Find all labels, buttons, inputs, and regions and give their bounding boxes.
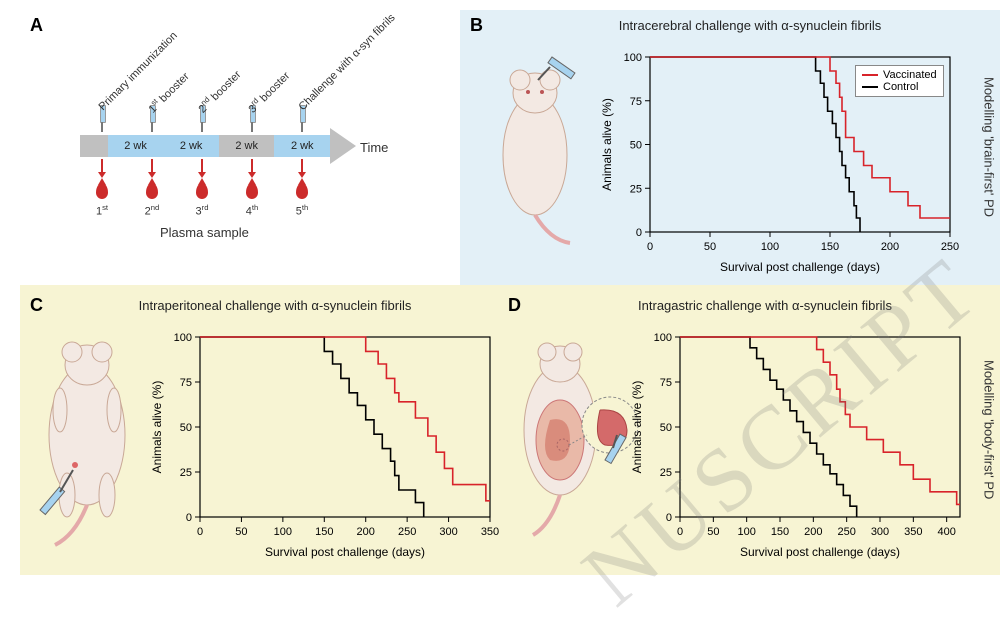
svg-text:Survival post challenge (days): Survival post challenge (days) — [720, 260, 880, 274]
svg-text:0: 0 — [677, 526, 683, 538]
svg-text:50: 50 — [707, 526, 719, 538]
legend-vacc: Vaccinated — [883, 69, 937, 81]
seg-3: 2 wk — [219, 135, 275, 157]
svg-text:Survival post challenge (days): Survival post challenge (days) — [265, 545, 425, 559]
timeline-arrow: 2 wk 2 wk 2 wk 2 wk — [80, 135, 330, 157]
svg-text:Survival post challenge (days): Survival post challenge (days) — [740, 545, 900, 559]
svg-text:25: 25 — [180, 467, 192, 479]
svg-text:75: 75 — [660, 377, 672, 389]
chart-D: 0 50 100 150 200 250 300 350 400 0 25 50 75 100 Surviv… — [625, 317, 975, 562]
drop-label: 4th — [240, 203, 264, 218]
svg-text:0: 0 — [636, 227, 642, 239]
panel-C: Intraperitoneal challenge with α-synucle… — [25, 295, 505, 570]
svg-text:350: 350 — [481, 526, 499, 538]
panel-D: Intragastric challenge with α-synuclein … — [505, 295, 975, 570]
mouse-intracerebral — [480, 45, 590, 245]
svg-text:50: 50 — [235, 526, 247, 538]
svg-text:75: 75 — [180, 377, 192, 389]
svg-text:Animals alive (%): Animals alive (%) — [150, 381, 164, 474]
svg-text:50: 50 — [704, 241, 716, 253]
top-label: 2nd booster — [195, 67, 244, 116]
panel-B: Intracerebral challenge with α-synuclein… — [460, 15, 970, 280]
svg-text:100: 100 — [761, 241, 779, 253]
svg-text:150: 150 — [315, 526, 333, 538]
svg-text:150: 150 — [771, 526, 789, 538]
side-label-brain: Modelling 'brain-first' PD — [982, 77, 997, 217]
svg-text:50: 50 — [660, 422, 672, 434]
svg-text:100: 100 — [624, 52, 642, 64]
svg-text:25: 25 — [660, 467, 672, 479]
svg-text:250: 250 — [837, 526, 855, 538]
mouse-intraperitoneal — [25, 330, 150, 550]
svg-text:0: 0 — [186, 512, 192, 524]
blood-drop-icon — [296, 183, 308, 199]
svg-text:50: 50 — [630, 140, 642, 152]
side-bar-brain-first: Modelling 'brain-first' PD — [978, 10, 1000, 285]
arrow-head — [330, 128, 356, 164]
svg-text:Animals alive (%): Animals alive (%) — [600, 98, 614, 191]
seg-4: 2 wk — [274, 135, 330, 157]
seg-2: 2 wk — [163, 135, 219, 157]
svg-text:250: 250 — [398, 526, 416, 538]
drop-label: 2nd — [140, 203, 164, 218]
seg-0 — [80, 135, 108, 157]
svg-text:25: 25 — [630, 183, 642, 195]
mouse-icon — [25, 330, 150, 550]
time-label: Time — [360, 140, 388, 155]
top-label: 1st booster — [145, 69, 192, 116]
down-arrow-icon — [101, 159, 103, 173]
drop-label: 5th — [290, 203, 314, 218]
svg-text:400: 400 — [937, 526, 955, 538]
down-arrow-icon — [251, 159, 253, 173]
side-bar-body-first: Modelling 'body-first' PD — [978, 285, 1000, 575]
svg-text:100: 100 — [654, 332, 672, 344]
svg-text:100: 100 — [737, 526, 755, 538]
svg-text:Animals alive (%): Animals alive (%) — [630, 381, 644, 474]
mouse-icon — [480, 45, 590, 245]
svg-text:200: 200 — [357, 526, 375, 538]
svg-text:75: 75 — [630, 96, 642, 108]
top-label: 3rd booster — [245, 68, 293, 116]
panel-D-title: Intragastric challenge with α-synuclein … — [575, 298, 955, 313]
blood-drop-icon — [196, 183, 208, 199]
figure: Modelling 'brain-first' PD Modelling 'bo… — [0, 0, 1000, 597]
svg-text:200: 200 — [804, 526, 822, 538]
svg-text:300: 300 — [871, 526, 889, 538]
panel-A: 2 wk 2 wk 2 wk 2 wk Time Primary immuniz… — [40, 25, 440, 275]
legend-B: Vaccinated Control — [855, 65, 944, 97]
plasma-label: Plasma sample — [160, 225, 249, 240]
svg-text:0: 0 — [666, 512, 672, 524]
svg-text:50: 50 — [180, 422, 192, 434]
down-arrow-icon — [301, 159, 303, 173]
down-arrow-icon — [151, 159, 153, 173]
svg-text:250: 250 — [941, 241, 959, 253]
svg-text:0: 0 — [197, 526, 203, 538]
blood-drop-icon — [246, 183, 258, 199]
timeline: 2 wk 2 wk 2 wk 2 wk Time Primary immuniz… — [40, 25, 390, 225]
down-arrow-icon — [201, 159, 203, 173]
mouse-icon — [505, 330, 640, 540]
chart-C: 0 50 100 150 200 250 300 350 0 25 50 75 100 Survival … — [145, 317, 505, 562]
svg-text:100: 100 — [174, 332, 192, 344]
drop-label: 1st — [90, 203, 114, 218]
svg-text:100: 100 — [274, 526, 292, 538]
top-label: Challenge with α-syn fibrils — [297, 12, 398, 113]
legend-ctrl: Control — [883, 81, 918, 93]
svg-text:150: 150 — [821, 241, 839, 253]
svg-text:200: 200 — [881, 241, 899, 253]
seg-1: 2 wk — [108, 135, 164, 157]
blood-drop-icon — [146, 183, 158, 199]
panel-C-title: Intraperitoneal challenge with α-synucle… — [85, 298, 465, 313]
svg-text:350: 350 — [904, 526, 922, 538]
svg-text:300: 300 — [439, 526, 457, 538]
side-label-body: Modelling 'body-first' PD — [982, 360, 997, 499]
panel-B-title: Intracerebral challenge with α-synuclein… — [570, 18, 930, 33]
svg-text:0: 0 — [647, 241, 653, 253]
blood-drop-icon — [96, 183, 108, 199]
mouse-intragastric — [505, 330, 640, 540]
drop-label: 3rd — [190, 203, 214, 218]
